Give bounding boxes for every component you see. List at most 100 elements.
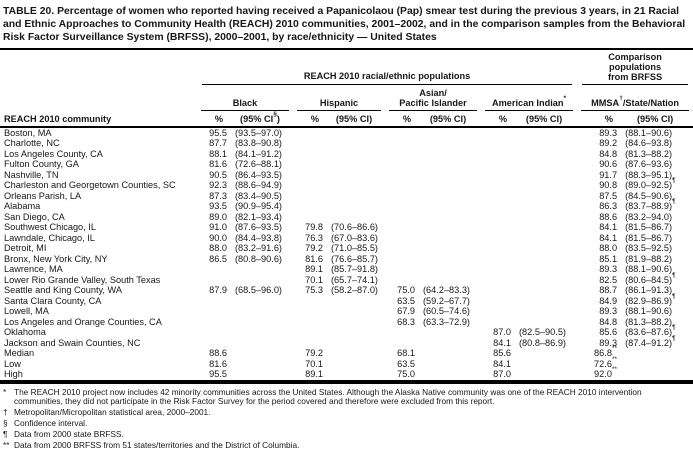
community-cell: Detroit, MI bbox=[4, 243, 47, 254]
percent-cell bbox=[385, 254, 415, 265]
percent-cell: 86.8** bbox=[594, 345, 618, 359]
percent-cell: 90.8 bbox=[599, 180, 618, 191]
table-row: San Diego, CA 89.0 (82.1–93.4) 88.6 (83.2–94… bbox=[0, 212, 693, 223]
percent-cell bbox=[385, 127, 415, 139]
percent-cell bbox=[385, 180, 415, 191]
ci-cell bbox=[227, 317, 293, 328]
table-row: Detroit, MI 88.0 (83.2–91.6) 79.2 (71.0–85.5… bbox=[0, 243, 693, 254]
ci-cell bbox=[415, 327, 481, 338]
percent-cell: 75.0 bbox=[397, 369, 415, 380]
group-label: Hispanic bbox=[319, 97, 359, 108]
percent-cell: 92.3 bbox=[209, 180, 227, 191]
ci-cell: (83.6–87.6)¶ bbox=[625, 324, 676, 338]
table-row: Jackson and Swain Counties, NC 84.1 (80.8–… bbox=[0, 335, 693, 349]
table-row: Median 88.6 79.2 68.1 85.6 86.8** bbox=[0, 345, 693, 359]
percent-cell bbox=[481, 296, 511, 307]
ci-cell: (84.5–90.6) bbox=[625, 190, 673, 201]
community-cell: Charlotte, NC bbox=[4, 138, 60, 149]
percent-cell bbox=[481, 191, 511, 202]
percent-cell bbox=[385, 338, 415, 349]
ci-cell: (81.3–88.2) bbox=[625, 316, 673, 327]
ci-cell bbox=[323, 369, 385, 382]
percent-cell: 92.0** bbox=[594, 366, 618, 380]
percent-cell bbox=[481, 233, 511, 244]
table-row: High 95.5 89.1 75.0 87.0 92.0** bbox=[0, 366, 693, 382]
table-row: Los Angeles County, CA 88.1 (84.1–91.2) 84.… bbox=[0, 149, 693, 160]
table-body: Boston, MA 95.5 (93.5–97.0) 89.3 (88.1–90.6)… bbox=[0, 127, 693, 382]
percent-cell bbox=[481, 264, 511, 275]
ci-cell: (84.1–91.2) bbox=[235, 148, 282, 159]
percent-cell: 67.9 bbox=[397, 306, 415, 317]
community-cell: Lower Rio Grande Valley, South Texas bbox=[4, 274, 161, 285]
ci-cell: (84.4–93.8) bbox=[235, 232, 282, 243]
ci-cell bbox=[415, 170, 481, 181]
percent-cell: 90.6 bbox=[599, 159, 618, 170]
ci-cell: (87.6–93.5) bbox=[235, 222, 282, 233]
percent-cell bbox=[293, 170, 323, 181]
percent-cell: 63.5 bbox=[397, 295, 415, 306]
group-label: Asian/ bbox=[419, 87, 447, 98]
percent-column-header: % bbox=[293, 110, 323, 128]
ci-cell: (58.2–87.0) bbox=[331, 285, 378, 296]
ci-cell bbox=[415, 191, 481, 202]
ci-cell: (83.4–90.5) bbox=[235, 190, 282, 201]
ci-column-header: (95% CI) bbox=[415, 110, 481, 128]
percent-column-header: % bbox=[385, 110, 415, 128]
ci-cell bbox=[323, 348, 385, 359]
percent-cell bbox=[293, 127, 323, 139]
community-cell: Lawndale, Chicago, IL bbox=[4, 232, 95, 243]
percent-cell bbox=[385, 264, 415, 275]
table-header: REACH 2010 racial/ethnic populations Com… bbox=[0, 52, 693, 128]
percent-cell bbox=[293, 138, 323, 149]
ci-cell: (82.5–90.5) bbox=[519, 327, 566, 338]
community-cell: Seattle and King County, WA bbox=[4, 285, 122, 296]
percent-cell: 82.5 bbox=[599, 274, 618, 285]
percent-cell bbox=[197, 306, 227, 317]
ci-column-header: (95% CI) bbox=[511, 110, 578, 128]
column-group-mmsa-state-nation: MMSA†/State/Nation bbox=[577, 85, 693, 111]
percent-cell bbox=[481, 138, 511, 149]
percent-cell: 85.6 bbox=[599, 327, 618, 338]
ci-cell: (81.5–86.7) bbox=[625, 232, 673, 243]
ci-cell bbox=[511, 369, 577, 382]
percent-cell: 79.2 bbox=[305, 243, 323, 254]
community-cell: Lowell, MA bbox=[4, 306, 49, 317]
percent-cell: 91.7 bbox=[599, 169, 618, 180]
percent-cell: 81.6 bbox=[305, 253, 323, 264]
ci-cell bbox=[511, 348, 577, 359]
ci-cell bbox=[323, 170, 385, 181]
percent-cell: 75.0 bbox=[397, 285, 415, 296]
ci-cell: (82.1–93.4) bbox=[235, 211, 282, 222]
table-row: Alabama 93.5 (90.9–95.4) 86.3 (83.7–88.9)¶ bbox=[0, 198, 693, 212]
ci-cell: (83.5–92.5) bbox=[625, 243, 673, 254]
group-label: MMSA†/State/Nation bbox=[591, 94, 680, 108]
ci-cell bbox=[511, 317, 577, 328]
footnote-marker: ¶ bbox=[3, 428, 8, 439]
percent-cell: 88.0 bbox=[599, 243, 618, 254]
percent-cell: 68.3 bbox=[397, 316, 415, 327]
percent-cell: 87.7 bbox=[209, 138, 227, 149]
percent-cell: 84.1 bbox=[599, 232, 618, 243]
ci-cell: (83.7–88.9)¶ bbox=[625, 198, 676, 212]
comparison-populations-spanner: Comparison populations from BRFSS bbox=[577, 52, 693, 85]
ci-cell bbox=[511, 243, 577, 254]
ci-cell: (64.2–83.3) bbox=[423, 285, 470, 296]
percent-cell bbox=[197, 264, 227, 275]
percent-cell: 84.8 bbox=[599, 316, 618, 327]
ci-cell: (86.1–91.3) bbox=[625, 285, 673, 296]
percent-cell bbox=[385, 149, 415, 160]
ci-cell: (80.6–84.5)¶ bbox=[625, 271, 676, 285]
ci-cell bbox=[415, 201, 481, 212]
ci-cell bbox=[415, 233, 481, 244]
ci-cell: (86.4–93.5) bbox=[235, 169, 282, 180]
blank-header-cell bbox=[0, 85, 197, 111]
footnote: ¶ Data from 2000 state BRFSS. bbox=[3, 428, 689, 440]
table-row: Boston, MA 95.5 (93.5–97.0) 89.3 (88.1–90.6) bbox=[0, 127, 693, 139]
percent-cell bbox=[293, 327, 323, 338]
ci-cell: (83.8–90.8) bbox=[235, 138, 282, 149]
community-cell: San Diego, CA bbox=[4, 211, 65, 222]
ci-cell bbox=[227, 275, 293, 286]
percent-cell: 70.1 bbox=[305, 274, 323, 285]
ci-cell bbox=[415, 222, 481, 233]
percent-cell bbox=[481, 170, 511, 181]
